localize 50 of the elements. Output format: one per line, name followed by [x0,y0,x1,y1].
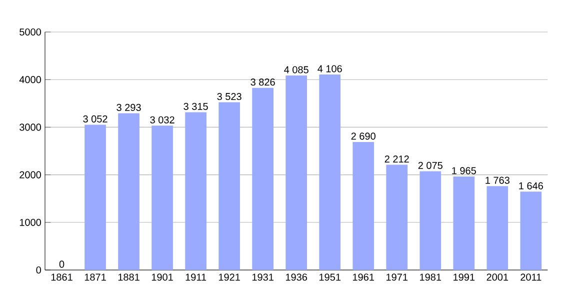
data-label: 3 826 [250,78,275,86]
x-tick-label: 1971 [386,274,408,281]
bar [252,88,274,270]
data-label: 4 085 [284,66,308,74]
x-tick-label: 1951 [319,274,340,281]
data-label: 3 032 [150,116,174,124]
bar [520,192,542,270]
x-tick-label: 1921 [218,274,240,281]
bar [486,186,508,270]
x-tick-label: 1861 [51,274,72,281]
data-label: 3 052 [83,115,108,122]
y-tick-label: 0 [36,266,42,274]
y-tick-label: 4000 [19,76,41,84]
bar [352,142,374,270]
data-label: 4 106 [318,65,342,72]
data-label: 3 293 [116,104,141,111]
data-label: 2 075 [418,162,442,169]
x-tick-label: 1881 [118,274,140,281]
y-tick-label: 1000 [20,218,41,226]
bar [286,76,308,270]
x-tick-label: 1961 [352,274,374,281]
bar [152,126,173,270]
x-tick-label: 1991 [454,274,475,281]
bar [185,112,206,270]
x-tick-label: 1901 [152,274,173,281]
x-tick-label: 1931 [252,274,274,281]
y-tick-label: 5000 [20,28,41,36]
x-tick-label: 1911 [186,274,206,281]
data-label: 3 523 [217,92,242,100]
data-label: 2 212 [384,155,409,162]
bar [118,113,140,270]
bar [420,171,442,270]
x-tick-label: 2011 [520,274,542,281]
x-tick-label: 2001 [486,274,508,281]
x-tick-label: 1936 [286,274,308,281]
data-label: 3 315 [184,102,208,110]
bar [453,176,475,270]
data-label: 1 965 [452,167,476,174]
y-tick-label: 2000 [20,171,41,178]
bar [319,74,341,270]
data-label: 1 763 [486,176,510,184]
x-tick-label: 1981 [420,274,442,281]
y-tick-label: 3000 [20,124,41,131]
bar [386,164,408,270]
data-label: 1 646 [519,182,543,190]
x-tick-label: 1871 [84,274,106,281]
bar [84,124,106,270]
data-label: 0 [59,260,64,268]
data-label: 2 690 [351,132,376,140]
bar [218,102,240,270]
